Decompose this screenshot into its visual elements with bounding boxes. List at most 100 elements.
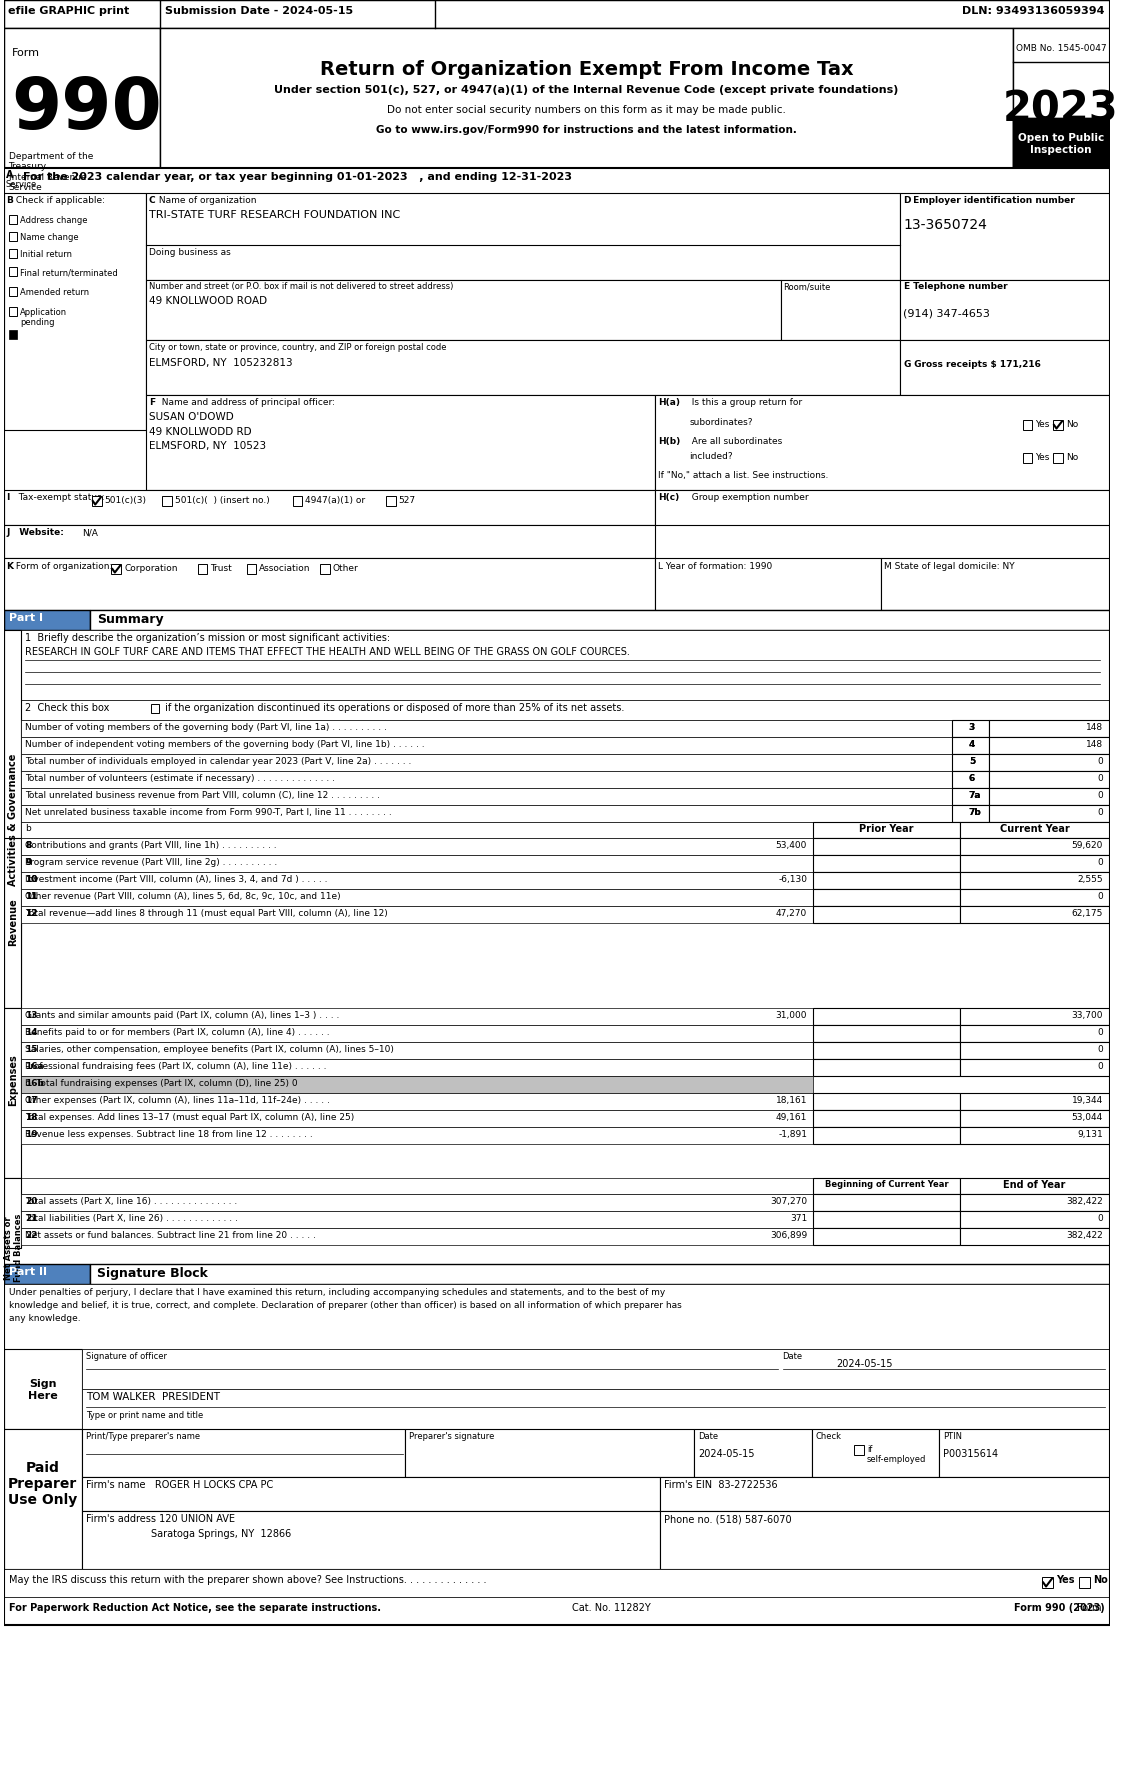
Text: Form: Form (1077, 1604, 1105, 1612)
Bar (780, 281, 900, 341)
Text: Signature Block: Signature Block (97, 1266, 208, 1280)
Bar (960, 1111, 1110, 1127)
Text: Address change: Address change (20, 215, 88, 224)
Text: Other revenue (Part VIII, column (A), lines 5, 6d, 8c, 9c, 10c, and 11e): Other revenue (Part VIII, column (A), li… (25, 892, 341, 901)
Bar (82, 1349, 1110, 1390)
Text: Total liabilities (Part X, line 26) . . . . . . . . . . . . .: Total liabilities (Part X, line 26) . . … (25, 1213, 238, 1224)
Bar (900, 281, 1110, 341)
Text: Total number of individuals employed in calendar year 2023 (Part V, line 2a) . .: Total number of individuals employed in … (25, 758, 412, 766)
Bar (989, 772, 1110, 788)
Bar (960, 855, 1110, 872)
Text: N/A: N/A (82, 528, 98, 537)
Bar (813, 1127, 960, 1144)
Bar (960, 872, 1110, 888)
Text: H(b): H(b) (658, 436, 681, 447)
Text: Preparer's signature: Preparer's signature (410, 1432, 495, 1441)
Text: Final return/terminated: Final return/terminated (20, 268, 119, 277)
Bar (21, 1178, 813, 1194)
Bar (21, 1194, 813, 1211)
Text: 47,270: 47,270 (776, 909, 807, 918)
Bar (813, 1111, 960, 1127)
Text: -6,130: -6,130 (778, 874, 807, 885)
Text: 8: 8 (25, 841, 32, 849)
Bar (3, 489, 655, 525)
Text: Other expenses (Part IX, column (A), lines 11a–11d, 11f–24e) . . . . .: Other expenses (Part IX, column (A), lin… (25, 1097, 330, 1106)
Text: A: A (6, 170, 14, 180)
Text: Total unrelated business revenue from Part VIII, column (C), line 12 . . . . . .: Total unrelated business revenue from Pa… (25, 791, 380, 800)
Text: 4: 4 (969, 740, 975, 749)
Text: 22: 22 (25, 1231, 37, 1240)
Bar (21, 888, 813, 906)
Text: Sign
Here: Sign Here (28, 1379, 58, 1400)
Text: City or town, state or province, country, and ZIP or foreign postal code: City or town, state or province, country… (149, 343, 446, 351)
Bar (1053, 420, 1062, 429)
Bar (21, 736, 952, 754)
Bar (91, 496, 102, 507)
Bar (146, 281, 780, 341)
Bar (9, 231, 17, 240)
Text: if
self-employed: if self-employed (867, 1445, 926, 1464)
Text: Professional fundraising fees (Part IX, column (A), line 11e) . . . . . .: Professional fundraising fees (Part IX, … (25, 1061, 326, 1070)
Text: 31,000: 31,000 (776, 1010, 807, 1021)
Bar (655, 489, 1110, 525)
Bar (989, 721, 1110, 736)
Bar (9, 288, 17, 297)
Text: knowledge and belief, it is true, correct, and complete. Declaration of preparer: knowledge and belief, it is true, correc… (9, 1302, 681, 1310)
Bar (960, 1127, 1110, 1144)
Bar (21, 699, 1110, 721)
Bar (960, 821, 1110, 839)
Text: 0: 0 (1097, 809, 1103, 818)
Bar (660, 1512, 1110, 1568)
Text: 49 KNOLLWOOD ROAD: 49 KNOLLWOOD ROAD (149, 297, 266, 306)
Text: Form: Form (11, 48, 40, 58)
Bar (9, 307, 17, 316)
Text: Number of independent voting members of the governing body (Part VI, line 1b) . : Number of independent voting members of … (25, 740, 425, 749)
Bar (146, 341, 900, 396)
Text: 16a: 16a (25, 1061, 44, 1070)
Bar (3, 192, 146, 429)
Text: 5: 5 (969, 758, 975, 766)
Bar (1023, 454, 1032, 463)
Bar (9, 330, 17, 339)
Bar (952, 721, 989, 736)
Bar (952, 788, 989, 805)
Text: No: No (1066, 420, 1078, 429)
Text: Tax-exempt status:: Tax-exempt status: (14, 493, 105, 502)
Text: ELMSFORD, NY  105232813: ELMSFORD, NY 105232813 (149, 358, 292, 367)
Bar (960, 1060, 1110, 1075)
Text: RESEARCH IN GOLF TURF CARE AND ITEMS THAT EFFECT THE HEALTH AND WELL BEING OF TH: RESEARCH IN GOLF TURF CARE AND ITEMS THA… (25, 646, 630, 657)
Text: Cat. No. 11282Y: Cat. No. 11282Y (572, 1604, 650, 1612)
Text: 4: 4 (969, 740, 975, 749)
Text: subordinates?: subordinates? (690, 419, 753, 427)
Text: Application
pending: Application pending (20, 307, 68, 327)
Text: 2023: 2023 (1003, 88, 1119, 131)
Text: TRI-STATE TURF RESEARCH FOUNDATION INC: TRI-STATE TURF RESEARCH FOUNDATION INC (149, 210, 400, 221)
Text: Trust: Trust (210, 563, 233, 572)
Bar (3, 28, 160, 168)
Text: Form 990 (2023): Form 990 (2023) (1014, 1604, 1105, 1612)
Bar (3, 525, 655, 558)
Text: Firm's EIN  83-2722536: Firm's EIN 83-2722536 (664, 1480, 778, 1491)
Bar (881, 558, 1110, 609)
Text: 9: 9 (25, 858, 32, 867)
Text: 2  Check this box: 2 Check this box (25, 703, 113, 713)
Text: if the organization discontinued its operations or disposed of more than 25% of : if the organization discontinued its ope… (163, 703, 624, 713)
Text: Firm's address 120 UNION AVE: Firm's address 120 UNION AVE (86, 1513, 235, 1524)
Bar (813, 1227, 960, 1245)
Text: 16b: 16b (25, 1079, 44, 1088)
Text: Return of Organization Exempt From Income Tax: Return of Organization Exempt From Incom… (320, 60, 854, 79)
Bar (3, 1349, 82, 1429)
Text: Activities & Governance: Activities & Governance (8, 754, 18, 887)
Text: Total revenue—add lines 8 through 11 (must equal Part VIII, column (A), line 12): Total revenue—add lines 8 through 11 (mu… (25, 909, 388, 918)
Bar (3, 1596, 1110, 1625)
Text: Part I: Part I (9, 613, 43, 623)
Bar (146, 192, 900, 281)
Text: Under penalties of perjury, I declare that I have examined this return, includin: Under penalties of perjury, I declare th… (9, 1287, 665, 1296)
Bar (21, 772, 952, 788)
Text: Signature of officer: Signature of officer (86, 1353, 167, 1362)
Bar (960, 1211, 1110, 1227)
Bar (90, 1264, 1110, 1284)
Bar (960, 906, 1110, 924)
Text: 20: 20 (25, 1197, 37, 1206)
Text: 62,175: 62,175 (1071, 909, 1103, 918)
